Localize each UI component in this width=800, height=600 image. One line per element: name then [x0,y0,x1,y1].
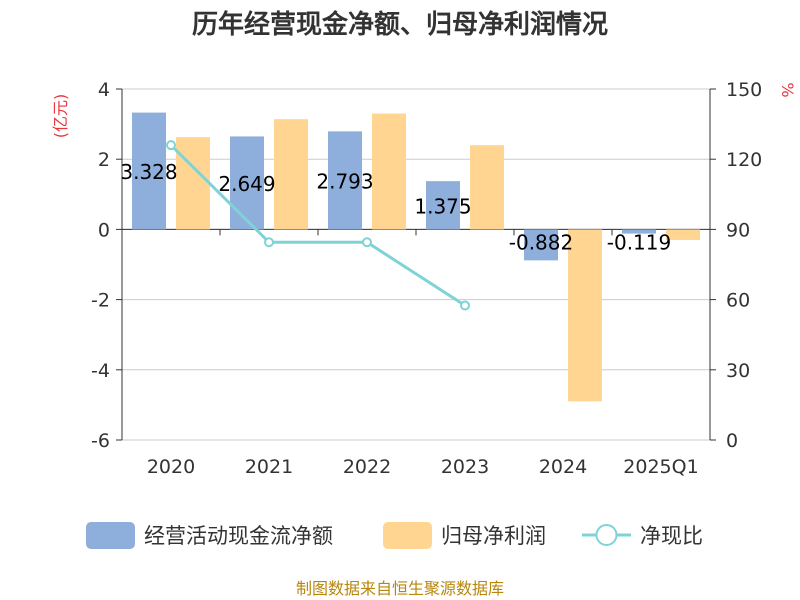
bar-net-profit [568,229,602,402]
data-label-cashflow: -0.882 [509,230,573,254]
bar-marks [132,112,700,402]
bar-net-profit [274,119,308,230]
bar-cashflow [132,112,166,230]
y-right-tick-label: 60 [726,290,750,312]
bar-net-profit [470,145,504,230]
y-right-tick-label: 0 [726,430,738,452]
data-label-cashflow: 1.375 [414,194,471,218]
net-cash-ratio-point [264,237,274,248]
x-tick-label: 2023 [441,456,489,478]
bar-cashflow [328,131,362,230]
bar-net-profit [176,137,210,230]
y-left-tick-label: 2 [98,149,110,171]
legend: 经营活动现金流净额 归母净利润 净现比 [86,522,703,549]
y-right-tick-label: 30 [726,360,750,382]
net-cash-ratio-line [169,144,466,307]
chart-title: 历年经营现金净额、归母净利润情况 [192,9,608,40]
bar-cashflow [622,229,656,234]
y-right-tick-label: 150 [726,79,762,101]
data-label-cashflow: 3.328 [120,160,177,184]
bar-cashflow [524,229,558,261]
gridlines [122,88,710,441]
legend-item-net-profit-swatch [383,522,432,549]
y-right-tick-label: 90 [726,219,750,241]
axes: (亿元) % 4 2 0 -2 -4 -6 150 120 90 60 30 0 2020 2021 202… [51,79,797,478]
y-left-label: (亿元) [51,94,70,139]
legend-item-cashflow-label: 经营活动现金流净额 [144,524,333,548]
x-tick-label: 2024 [539,456,587,478]
legend-item-ratio-label: 净现比 [640,524,703,548]
data-label-cashflow: 2.649 [218,172,275,196]
x-tick-label: 2021 [245,456,293,478]
data-label-cashflow: 2.793 [316,169,373,193]
net-cash-ratio-point [362,237,372,248]
net-cash-ratio-point [460,300,470,311]
bar-cashflow [426,181,460,230]
legend-item-cashflow-swatch [86,522,135,549]
y-left-tick-label: 4 [98,79,110,101]
y-right-label: % [778,82,797,97]
y-left-tick-label: -4 [91,360,110,382]
y-left-tick-label: -2 [91,290,110,312]
y-left-tick-label: 0 [98,219,110,241]
line-series [166,140,470,311]
bar-net-profit [666,229,700,240]
net-cash-ratio-point [166,140,176,151]
y-left-tick-label: -6 [91,430,110,452]
legend-item-net-profit-label: 归母净利润 [441,524,546,548]
bar-net-profit [372,113,406,230]
legend-item-ratio-swatch-marker [595,524,618,546]
source-note: 制图数据来自恒生聚源数据库 [296,579,504,598]
x-tick-label: 2020 [147,456,195,478]
data-labels: 3.328 2.649 2.793 1.375 -0.882 -0.119 [120,160,671,254]
bar-cashflow [230,136,264,230]
y-right-tick-label: 120 [726,149,762,171]
data-label-cashflow: -0.119 [607,230,671,254]
x-tick-label: 2025Q1 [623,456,698,478]
x-tick-label: 2022 [343,456,391,478]
